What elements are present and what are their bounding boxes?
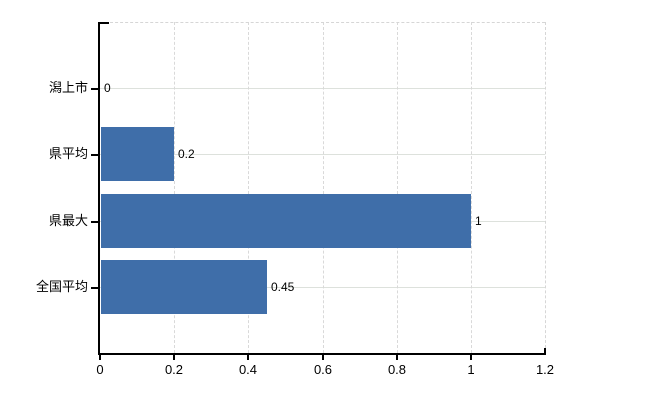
bar (101, 260, 267, 314)
plot-border-right (545, 22, 546, 353)
category-tick (91, 88, 98, 90)
bar-value-label: 0.45 (271, 280, 295, 294)
x-axis-tick-label: 0.2 (164, 362, 184, 377)
bar (101, 194, 471, 248)
vertical-gridline (248, 22, 249, 353)
x-axis-tick (396, 355, 398, 360)
vertical-gridline (174, 22, 175, 353)
horizontal-gridline (100, 154, 545, 155)
bar (101, 127, 174, 181)
x-axis-tick (247, 355, 249, 360)
bar-value-label: 0.2 (178, 147, 195, 161)
vertical-gridline (471, 22, 472, 353)
category-label: 県平均 (48, 146, 88, 161)
bar-value-label: 1 (475, 214, 482, 228)
x-axis-tick (470, 355, 472, 360)
vertical-gridline (323, 22, 324, 353)
x-axis-line (98, 353, 546, 355)
category-label: 潟上市 (48, 80, 88, 95)
x-axis-tick (173, 355, 175, 360)
bar-value-label: 0 (104, 81, 111, 95)
category-label: 全国平均 (35, 279, 88, 294)
horizontal-gridline (100, 287, 545, 288)
x-axis-tick (322, 355, 324, 360)
category-tick (91, 287, 98, 289)
y-axis-line (98, 22, 100, 355)
x-axis-tick-label: 0.4 (238, 362, 258, 377)
x-axis-tick-label: 1 (467, 362, 475, 377)
horizontal-gridline (100, 88, 545, 89)
x-axis-tick-label: 0.6 (313, 362, 333, 377)
category-tick (91, 154, 98, 156)
category-label: 県最大 (48, 213, 88, 228)
x-axis-tick-label: 0.8 (387, 362, 407, 377)
x-axis-tick (99, 355, 101, 360)
x-axis-tick-label: 1.2 (535, 362, 555, 377)
x-axis-tick-label: 0 (96, 362, 104, 377)
y-axis-top-cap (98, 22, 109, 24)
x-axis-end-cap (544, 348, 546, 353)
category-tick (91, 221, 98, 223)
plot-border-top (100, 22, 545, 23)
vertical-gridline (397, 22, 398, 353)
